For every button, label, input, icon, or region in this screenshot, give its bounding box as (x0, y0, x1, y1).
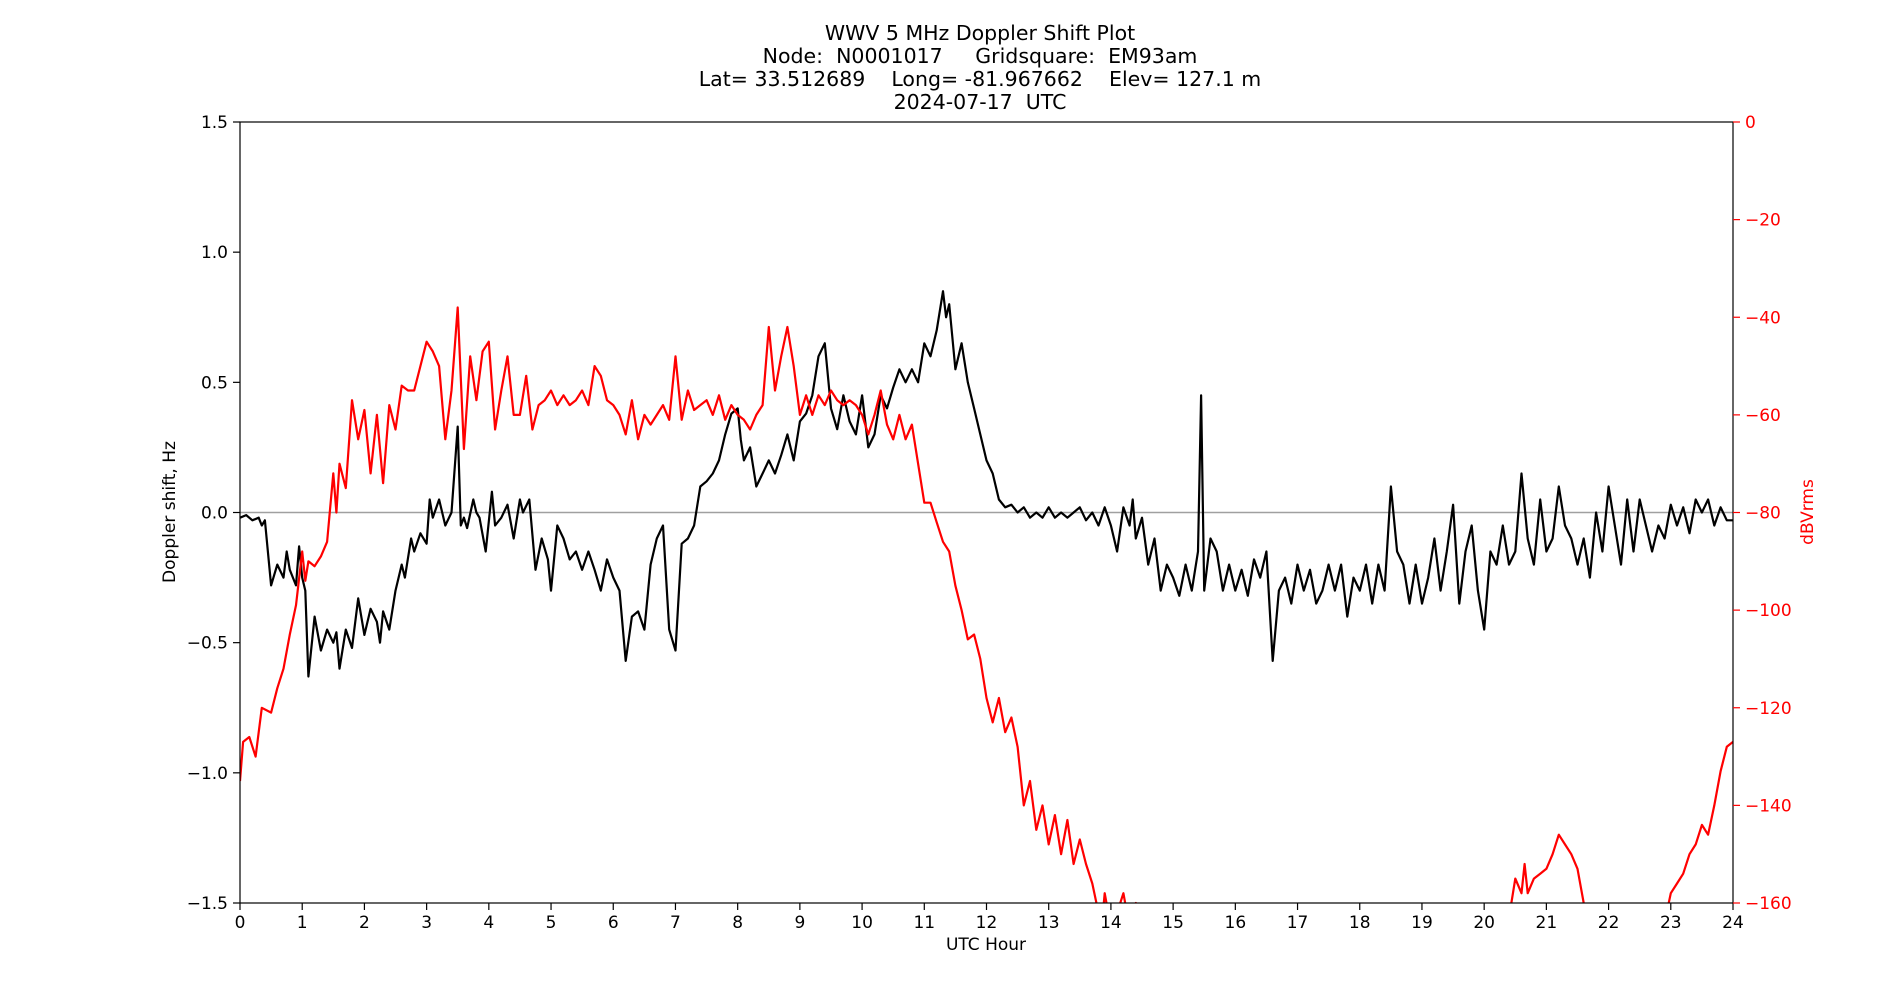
y-right-tick-label: −120 (1745, 699, 1792, 719)
x-tick-label: 13 (1038, 913, 1060, 933)
y-right-tick-label: −40 (1745, 308, 1781, 328)
y-left-tick-label: 0.5 (201, 373, 228, 393)
x-tick-label: 14 (1100, 913, 1122, 933)
x-tick-label: 20 (1473, 913, 1495, 933)
y-right-tick-label: 0 (1745, 113, 1756, 133)
y-right-tick-label: −20 (1745, 211, 1781, 231)
x-tick-label: 12 (976, 913, 998, 933)
y-left-tick-label: 0.0 (201, 504, 228, 524)
x-tick-label: 0 (235, 913, 246, 933)
x-tick-label: 8 (732, 913, 743, 933)
y-right-tick-label: −160 (1745, 894, 1792, 914)
y-left-tick-label: 1.5 (201, 113, 228, 133)
y-right-tick-label: −80 (1745, 504, 1781, 524)
x-tick-label: 10 (851, 913, 873, 933)
x-tick-label: 23 (1660, 913, 1682, 933)
x-tick-label: 5 (546, 913, 557, 933)
x-tick-label: 24 (1722, 913, 1744, 933)
y-right-tick-label: −60 (1745, 406, 1781, 426)
x-tick-label: 9 (794, 913, 805, 933)
chart-title-block: WWV 5 MHz Doppler Shift Plot Node: N0001… (0, 22, 1900, 114)
x-tick-label: 16 (1225, 913, 1247, 933)
x-tick-label: 7 (670, 913, 681, 933)
chart-subtitle-location: Lat= 33.512689 Long= -81.967662 Elev= 12… (698, 67, 1262, 91)
x-tick-label: 4 (483, 913, 494, 933)
x-axis-label: UTC Hour (946, 935, 1026, 955)
y-axis-label-right: dBVrms (1798, 479, 1818, 545)
series-line-doppler-shift (240, 290, 1733, 678)
x-tick-label: 3 (421, 913, 432, 933)
chart-subtitle-node: Node: N0001017 Gridsquare: EM93am (762, 44, 1198, 68)
x-tick-label: 19 (1411, 913, 1433, 933)
x-tick-label: 18 (1349, 913, 1371, 933)
y-left-tick-label: −0.5 (187, 634, 228, 654)
y-right-tick-label: −100 (1745, 601, 1792, 621)
series-line-signal-level (240, 306, 1733, 903)
y-left-tick-label: −1.0 (187, 764, 228, 784)
y-axis-label-left: Doppler shift, Hz (160, 441, 180, 583)
y-right-tick-label: −140 (1745, 796, 1792, 816)
x-tick-label: 17 (1287, 913, 1309, 933)
x-tick-label: 1 (297, 913, 308, 933)
chart-subtitle-date: 2024-07-17 UTC (893, 90, 1067, 114)
y-left-tick-label: −1.5 (187, 894, 228, 914)
y-left-tick-label: 1.0 (201, 243, 228, 263)
x-tick-label: 6 (608, 913, 619, 933)
x-tick-label: 22 (1598, 913, 1620, 933)
x-tick-label: 15 (1162, 913, 1184, 933)
chart-title: WWV 5 MHz Doppler Shift Plot (824, 21, 1136, 45)
x-tick-label: 21 (1536, 913, 1558, 933)
x-tick-label: 11 (913, 913, 935, 933)
x-tick-label: 2 (359, 913, 370, 933)
